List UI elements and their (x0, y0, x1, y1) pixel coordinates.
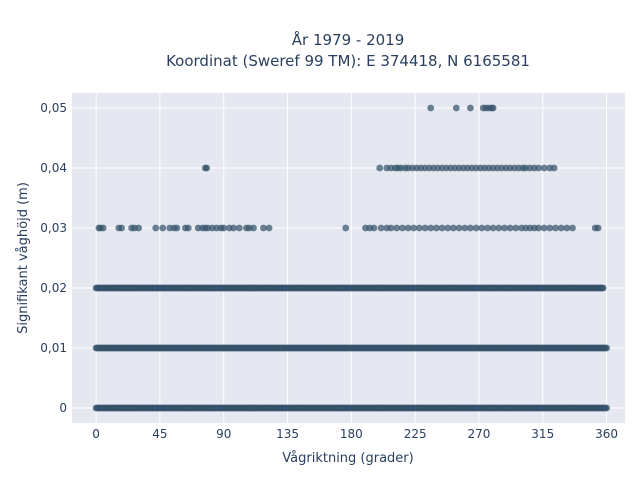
data-point (495, 224, 503, 232)
data-point (230, 224, 238, 232)
chart-title-line-1: År 1979 - 2019 (292, 30, 405, 49)
data-point (410, 224, 418, 232)
x-tick-label: 45 (152, 427, 167, 441)
data-point (427, 104, 435, 112)
y-tick-label: 0,01 (40, 341, 67, 355)
data-point (472, 224, 480, 232)
data-point (416, 224, 423, 232)
data-point (450, 224, 457, 232)
y-tick-label: 0,04 (40, 161, 67, 175)
data-point (489, 224, 497, 232)
data-point (427, 224, 435, 232)
data-point (159, 224, 167, 232)
data-point (260, 224, 267, 232)
data-point (99, 224, 107, 232)
data-point (444, 224, 452, 232)
x-tick-label: 90 (216, 427, 231, 441)
data-point (599, 284, 607, 292)
data-point (399, 224, 406, 232)
data-point (377, 224, 385, 232)
y-axis-title: Signifikant våghöjd (m) (16, 182, 31, 334)
data-point (546, 224, 554, 232)
data-point (220, 224, 228, 232)
data-point (370, 224, 378, 232)
plot-area (72, 93, 625, 423)
data-point (461, 224, 469, 232)
data-point (265, 224, 273, 232)
data-point (535, 164, 542, 172)
y-tick-label: 0,05 (40, 101, 67, 115)
y-tick-label: 0,02 (40, 281, 67, 295)
x-tick-label: 360 (595, 427, 618, 441)
data-point (489, 104, 497, 112)
data-point (540, 164, 548, 172)
x-tick-label: 180 (340, 427, 363, 441)
data-point (433, 224, 440, 232)
x-tick-label: 270 (467, 427, 490, 441)
data-point (484, 224, 491, 232)
data-point (250, 224, 257, 232)
y-tick-labels: 0 0,01 0,02 0,03 0,04 0,05 (40, 101, 67, 415)
x-tick-label: 135 (276, 427, 299, 441)
data-point (452, 104, 460, 112)
chart-title-line-2: Koordinat (Sweref 99 TM): E 374418, N 61… (166, 52, 530, 70)
data-point (455, 224, 463, 232)
data-point (118, 224, 125, 232)
x-tick-label: 315 (531, 427, 554, 441)
data-point (512, 224, 520, 232)
data-point (535, 224, 542, 232)
data-point (603, 344, 610, 352)
data-point (557, 224, 565, 232)
data-point (467, 224, 474, 232)
data-point (550, 164, 558, 172)
data-point (540, 224, 548, 232)
data-point (594, 224, 602, 232)
data-point (235, 224, 243, 232)
data-point (506, 224, 514, 232)
data-point (203, 164, 211, 172)
data-point (563, 224, 571, 232)
y-tick-label: 0,03 (40, 221, 67, 235)
data-point (467, 104, 474, 112)
data-point (376, 164, 384, 172)
data-point (152, 224, 160, 232)
x-tick-label: 0 (92, 427, 100, 441)
data-point (438, 224, 446, 232)
data-point (135, 224, 143, 232)
data-point (603, 404, 610, 412)
data-point (478, 224, 486, 232)
data-point (501, 224, 508, 232)
y-tick-label: 0 (59, 401, 67, 415)
data-point (404, 224, 412, 232)
data-point (173, 224, 181, 232)
x-tick-label: 225 (404, 427, 427, 441)
x-tick-labels: 0 45 90 135 180 225 270 315 360 (92, 427, 618, 441)
data-point (552, 224, 559, 232)
data-point (184, 224, 192, 232)
data-point (387, 224, 395, 232)
data-point (393, 224, 401, 232)
data-points (92, 104, 610, 412)
data-point (569, 224, 576, 232)
data-point (342, 224, 350, 232)
x-axis-title: Vågriktning (grader) (282, 451, 413, 466)
data-point (421, 224, 429, 232)
